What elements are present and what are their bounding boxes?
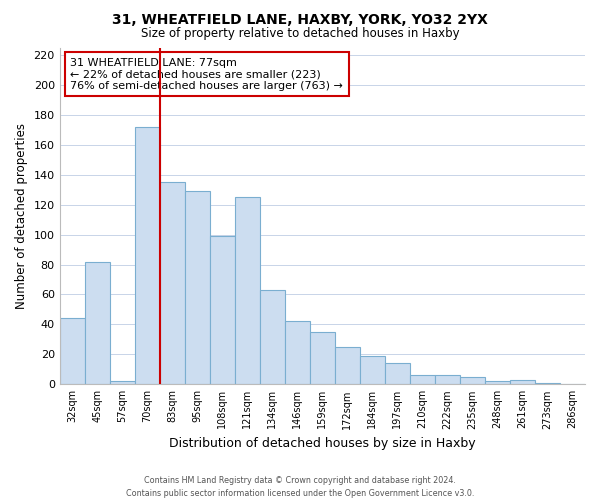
Bar <box>185 191 210 384</box>
Bar <box>59 318 85 384</box>
Bar <box>310 332 335 384</box>
Bar <box>485 382 510 384</box>
Bar <box>360 356 385 384</box>
Bar <box>160 182 185 384</box>
Y-axis label: Number of detached properties: Number of detached properties <box>15 123 28 309</box>
X-axis label: Distribution of detached houses by size in Haxby: Distribution of detached houses by size … <box>169 437 476 450</box>
Text: 31, WHEATFIELD LANE, HAXBY, YORK, YO32 2YX: 31, WHEATFIELD LANE, HAXBY, YORK, YO32 2… <box>112 12 488 26</box>
Bar <box>85 262 110 384</box>
Bar <box>435 376 460 384</box>
Bar <box>410 376 435 384</box>
Text: 31 WHEATFIELD LANE: 77sqm
← 22% of detached houses are smaller (223)
76% of semi: 31 WHEATFIELD LANE: 77sqm ← 22% of detac… <box>70 58 343 91</box>
Text: Size of property relative to detached houses in Haxby: Size of property relative to detached ho… <box>140 28 460 40</box>
Bar <box>510 380 535 384</box>
Bar <box>460 377 485 384</box>
Bar <box>260 290 285 384</box>
Bar <box>235 197 260 384</box>
Bar <box>210 236 235 384</box>
Bar <box>535 383 560 384</box>
Bar <box>335 347 360 385</box>
Bar <box>385 364 410 384</box>
Text: Contains HM Land Registry data © Crown copyright and database right 2024.
Contai: Contains HM Land Registry data © Crown c… <box>126 476 474 498</box>
Bar <box>285 322 310 384</box>
Bar <box>110 382 135 384</box>
Bar <box>135 127 160 384</box>
